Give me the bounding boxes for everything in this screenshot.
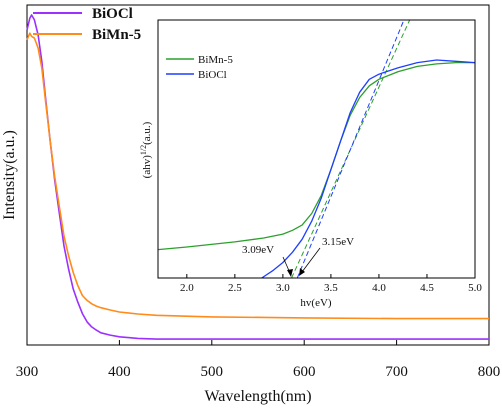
inset-x-tick-label: 4.0 bbox=[372, 282, 386, 294]
inset-y-axis-title-unit: (a.u.) bbox=[141, 121, 153, 145]
inset-x-tick-label: 5.0 bbox=[468, 282, 482, 294]
inset-annotations: 3.09eV 3.15eV bbox=[242, 236, 354, 277]
main-x-tick-label: 800 bbox=[478, 364, 501, 380]
inset-background bbox=[158, 20, 475, 278]
inset-y-axis-title-base: (ahv) bbox=[141, 155, 153, 179]
annotation-3-09ev-arrowhead bbox=[287, 269, 293, 277]
annotation-3-09ev: 3.09eV bbox=[242, 244, 274, 256]
inset-tangent-line bbox=[291, 19, 411, 279]
main-series-line-bimn5 bbox=[26, 32, 489, 320]
main-series-group bbox=[26, 14, 489, 340]
annotation-3-15ev-arrowhead bbox=[299, 268, 305, 276]
main-x-axis: 300 400 500 600 700 800 bbox=[16, 340, 501, 380]
annotation-3-15ev-arrow bbox=[301, 247, 321, 273]
inset-legend-label-biocl: BiOCl bbox=[198, 69, 227, 81]
inset-chart: 2.0 2.5 3.0 3.5 4.0 4.5 5.0 hv(eV) (ahv)1/2(a.… bbox=[139, 19, 482, 309]
inset-x-tick-label: 2.0 bbox=[180, 282, 194, 294]
inset-legend-label-bimn5: BiMn-5 bbox=[198, 54, 233, 66]
main-chart: 300 400 500 600 700 800 Wavelength(nm) Intens… bbox=[1, 4, 501, 405]
inset-series-line-biocl bbox=[261, 59, 476, 279]
main-x-tick-label: 700 bbox=[385, 364, 408, 380]
inset-y-axis-title: (ahv)1/2(a.u.) bbox=[139, 121, 153, 178]
main-x-tick-label: 600 bbox=[293, 364, 316, 380]
main-x-tick-label: 400 bbox=[108, 364, 131, 380]
inset-x-tick-label: 4.5 bbox=[420, 282, 434, 294]
inset-series-group bbox=[157, 19, 476, 279]
main-x-tick-label: 500 bbox=[201, 364, 224, 380]
inset-x-axis-title: hv(eV) bbox=[300, 297, 331, 309]
main-x-axis-title: Wavelength(nm) bbox=[204, 388, 311, 405]
inset-y-axis-title-sup: 1/2 bbox=[139, 145, 148, 155]
inset-tangent-line bbox=[296, 19, 405, 279]
main-legend: BiOCl BiMn-5 bbox=[33, 6, 141, 43]
main-plot-frame bbox=[26, 4, 490, 346]
inset-x-tick-label: 3.0 bbox=[276, 282, 290, 294]
inset-x-axis: 2.0 2.5 3.0 3.5 4.0 4.5 5.0 bbox=[180, 274, 482, 294]
main-y-axis-title: Intensity(a.u.) bbox=[1, 130, 18, 220]
inset-legend: BiMn-5 BiOCl bbox=[166, 54, 233, 81]
legend-label-biocl: BiOCl bbox=[92, 6, 133, 22]
main-x-tick-label: 300 bbox=[16, 364, 39, 380]
main-series-line-biocl bbox=[26, 14, 489, 340]
inset-x-tick-label: 3.5 bbox=[324, 282, 338, 294]
inset-x-tick-label: 2.5 bbox=[228, 282, 242, 294]
inset-plot-frame bbox=[157, 19, 476, 279]
annotation-3-15ev: 3.15eV bbox=[322, 236, 354, 248]
legend-label-bimn5: BiMn-5 bbox=[92, 27, 141, 43]
